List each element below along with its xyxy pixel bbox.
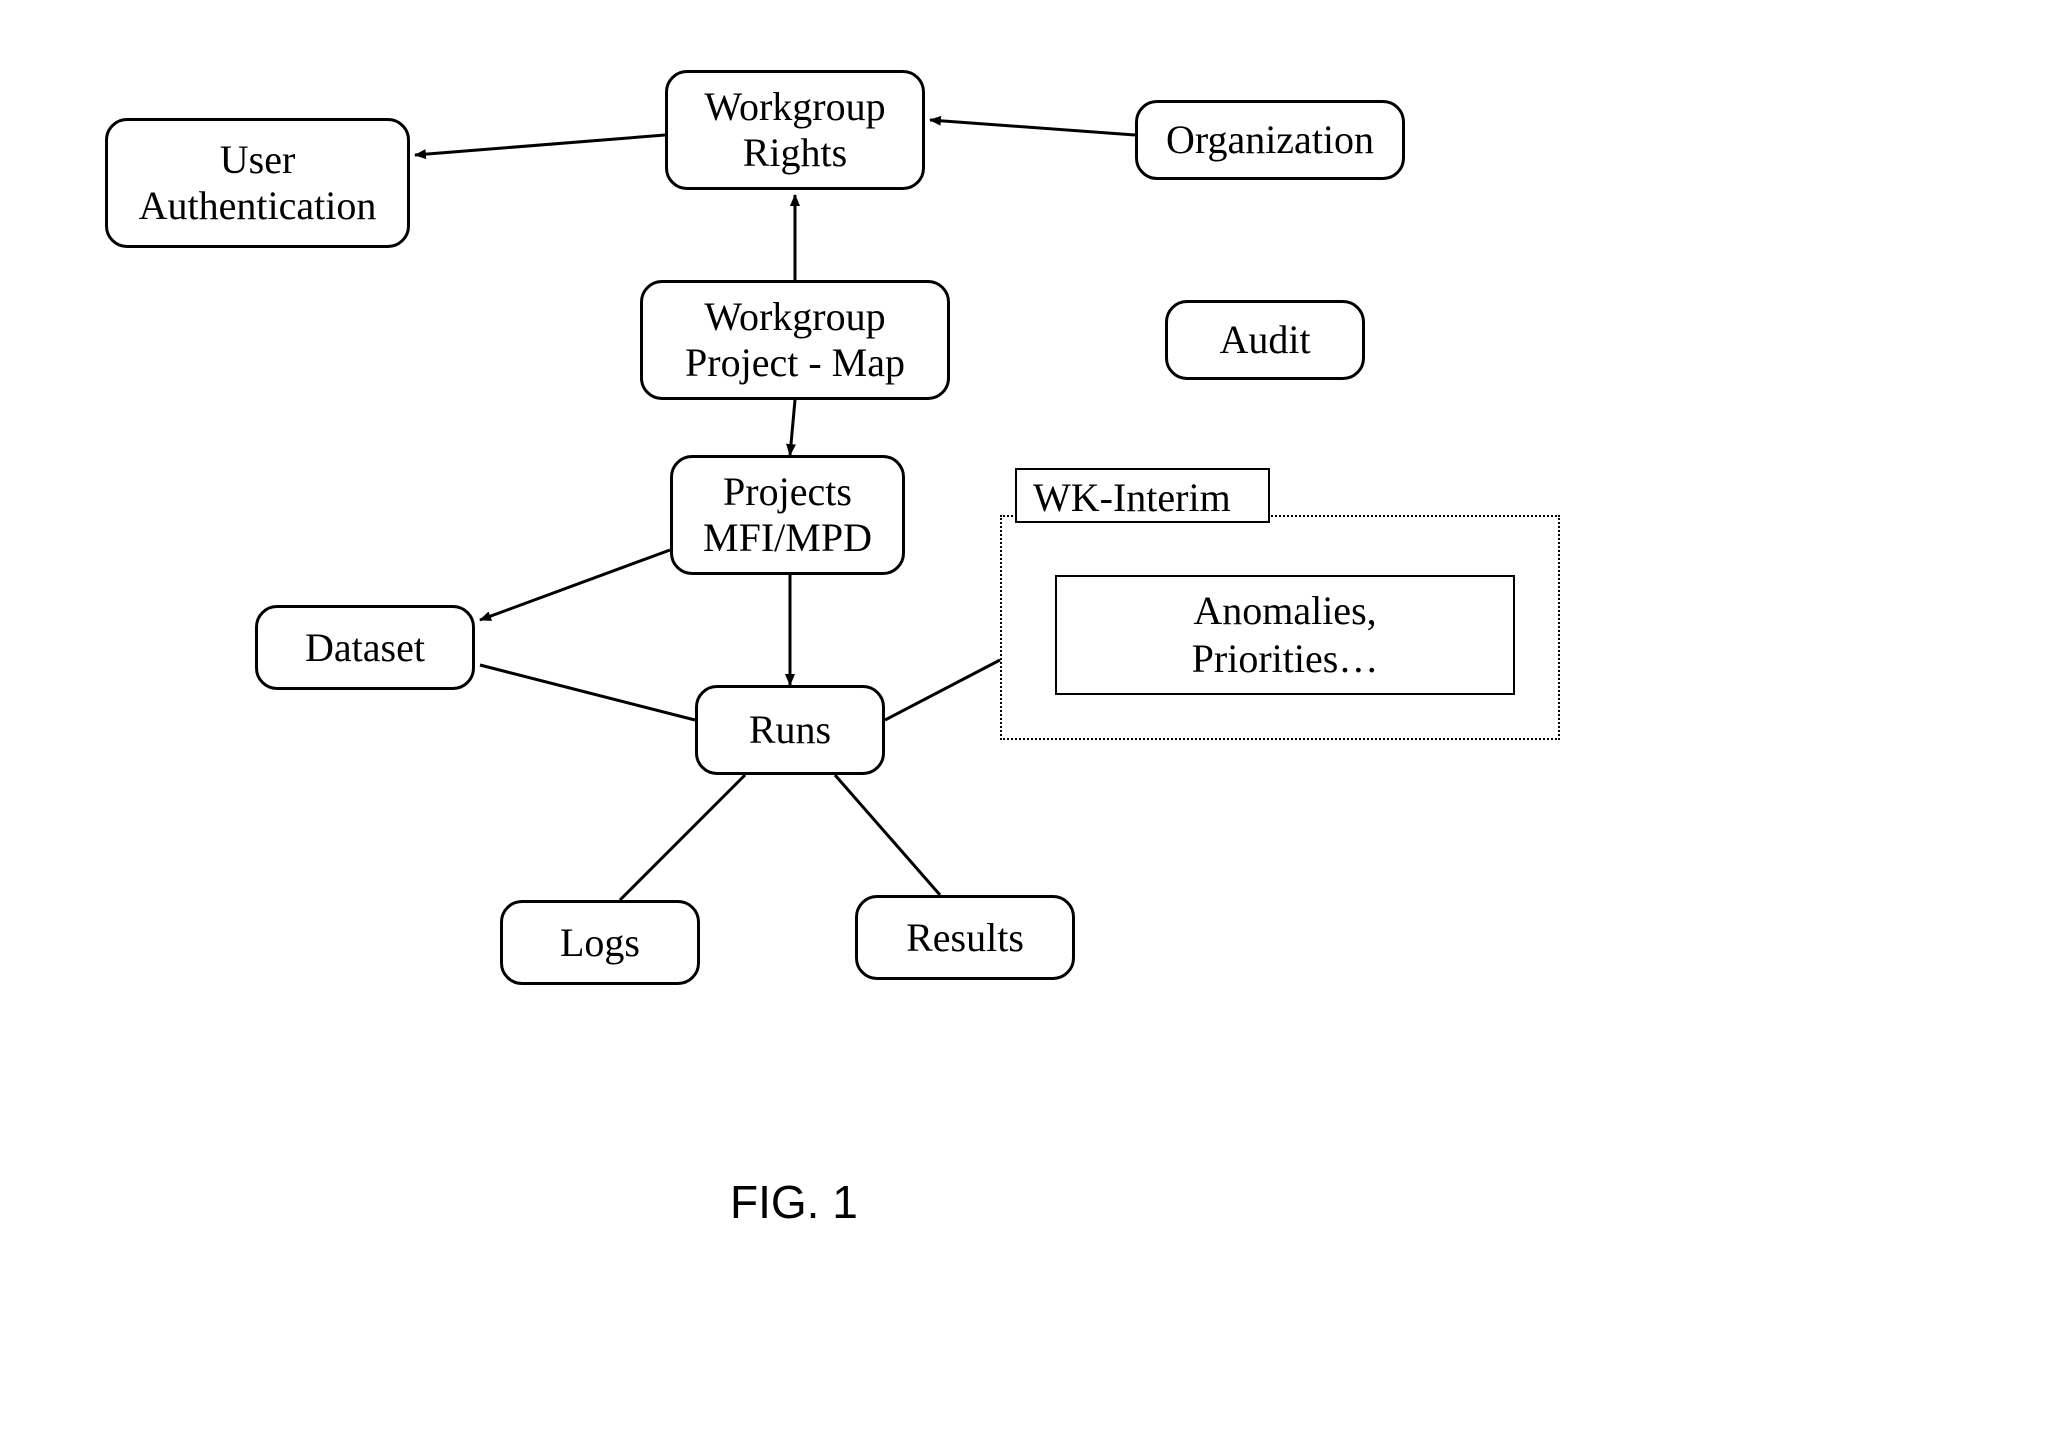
edge-projects-to-dataset: [480, 550, 670, 620]
node-label: Dataset: [305, 625, 425, 671]
node-label: Organization: [1166, 117, 1374, 163]
node-organization: Organization: [1135, 100, 1405, 180]
node-user-authentication: UserAuthentication: [105, 118, 410, 248]
node-label: Logs: [560, 920, 640, 966]
interim-inner-box: Anomalies,Priorities…: [1055, 575, 1515, 695]
interim-label: WK-Interim: [1033, 475, 1231, 520]
figure-caption: FIG. 1: [730, 1175, 858, 1229]
edge-wg_rights-to-user_auth: [415, 135, 665, 155]
node-label: Results: [906, 915, 1024, 961]
interim-label-box: WK-Interim: [1015, 468, 1270, 523]
node-logs: Logs: [500, 900, 700, 985]
diagram-canvas: UserAuthentication WorkgroupRights Organ…: [0, 0, 2045, 1451]
node-audit: Audit: [1165, 300, 1365, 380]
interim-inner-label: Anomalies,Priorities…: [1192, 587, 1379, 683]
node-label: WorkgroupProject - Map: [685, 294, 905, 386]
edge-runs-to-dataset: [480, 665, 695, 720]
node-label: Runs: [749, 707, 831, 753]
node-workgroup-project-map: WorkgroupProject - Map: [640, 280, 950, 400]
node-workgroup-rights: WorkgroupRights: [665, 70, 925, 190]
node-label: Audit: [1219, 317, 1310, 363]
caption-text: FIG. 1: [730, 1176, 858, 1228]
node-label: ProjectsMFI/MPD: [703, 469, 872, 561]
node-dataset: Dataset: [255, 605, 475, 690]
edge-organization-to-wg_rights: [930, 120, 1135, 135]
node-projects: ProjectsMFI/MPD: [670, 455, 905, 575]
edge-runs-to-logs: [620, 775, 745, 900]
edge-runs-to-results: [835, 775, 940, 895]
edge-runs-to-interim: [885, 660, 1000, 720]
edge-wg_proj_map-to-projects: [790, 400, 795, 455]
node-runs: Runs: [695, 685, 885, 775]
node-results: Results: [855, 895, 1075, 980]
node-label: WorkgroupRights: [704, 84, 885, 176]
node-label: UserAuthentication: [139, 137, 377, 229]
